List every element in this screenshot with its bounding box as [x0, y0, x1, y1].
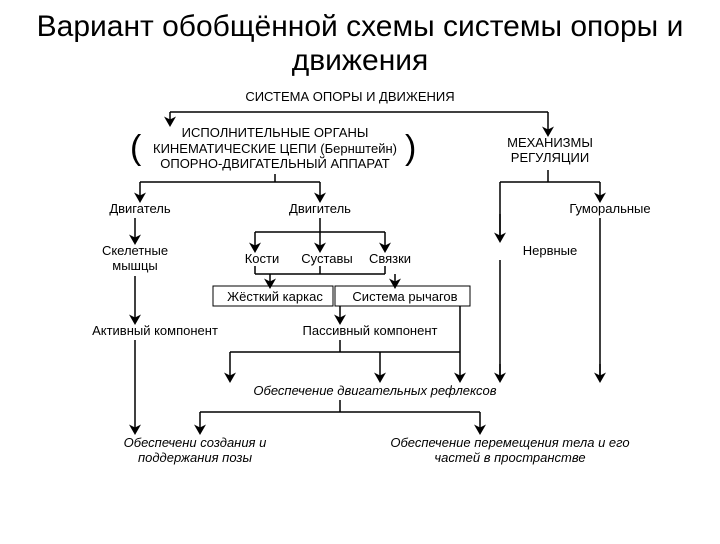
node-paren_r: ) — [405, 129, 416, 168]
node-paren_l: ( — [130, 129, 141, 168]
node-nervnye: Нервные — [510, 244, 590, 259]
node-humoral: Гуморальные — [555, 202, 665, 217]
node-exec_l2: КИНЕМАТИЧЕСКИЕ ЦЕПИ (Бернштейн) — [145, 142, 405, 157]
node-dvizhitel: Двигитель — [275, 202, 365, 217]
node-exec_l1: ИСПОЛНИТЕЛЬНЫЕ ОРГАНЫ — [155, 126, 395, 141]
node-sustavy: Суставы — [292, 252, 362, 267]
node-karkas: Жёсткий каркас — [215, 290, 335, 305]
node-active: Активный компонент — [75, 324, 235, 339]
node-exec_l3: ОПОРНО-ДВИГАТЕЛЬНЫЙ АППАРАТ — [145, 157, 405, 172]
node-reflex: Обеспечение двигательных рефлексов — [210, 384, 540, 399]
node-svyazki: Связки — [360, 252, 420, 267]
node-mech: МЕХАНИЗМЫ РЕГУЛЯЦИИ — [480, 136, 620, 166]
diagram-canvas: СИСТЕМА ОПОРЫ И ДВИЖЕНИЯ ИСПОЛНИТЕЛЬНЫЕ О… — [0, 84, 720, 544]
node-movement: Обеспечение перемещения тела и его часте… — [370, 436, 650, 466]
node-skeletal: Скелетные мышцы — [85, 244, 185, 274]
node-posture: Обеспечени создания и поддержания позы — [95, 436, 295, 466]
node-dvigatel: Двигатель — [95, 202, 185, 217]
node-kosti: Кости — [232, 252, 292, 267]
page-title: Вариант обобщённой схемы системы опоры и… — [0, 0, 720, 84]
node-root: СИСТЕМА ОПОРЫ И ДВИЖЕНИЯ — [220, 90, 480, 105]
node-passive: Пассивный компонент — [280, 324, 460, 339]
node-rychagi: Система рычагов — [335, 290, 475, 305]
